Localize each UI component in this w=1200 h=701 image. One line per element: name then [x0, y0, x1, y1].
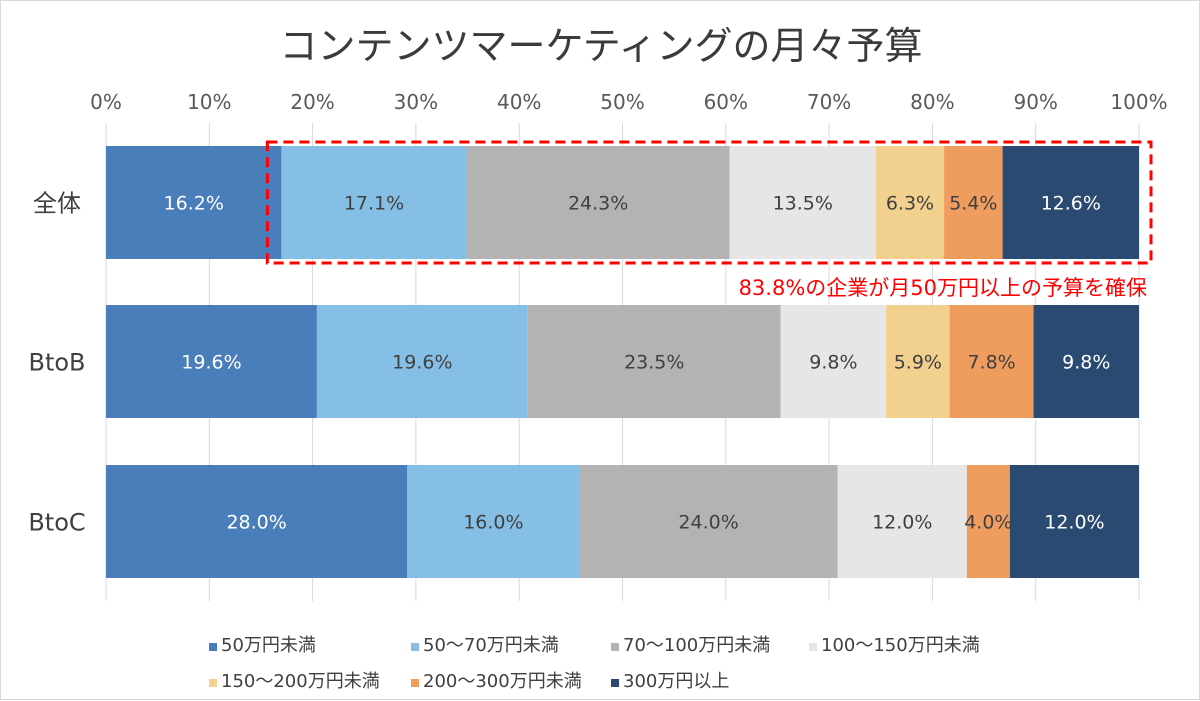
legend-swatch — [209, 679, 217, 687]
legend-label: 100～150万円未満 — [821, 635, 980, 656]
x-tick-label: 90% — [1013, 90, 1057, 114]
x-tick-label: 60% — [704, 90, 748, 114]
legend: 50万円未満 50～70万円未満 70～100万円未満 100～150万円未満 150～… — [209, 635, 980, 692]
bar-segments — [106, 146, 1139, 578]
legend-swatch — [809, 643, 817, 651]
highlight-annotation: 83.8%の企業が月50万円以上の予算を確保 — [265, 140, 1153, 300]
legend-item: 50万円未満 — [209, 635, 316, 656]
bar-data-label: 7.8% — [967, 352, 1015, 374]
bar-data-label: 12.0% — [1044, 512, 1104, 534]
x-tick-label: 0% — [90, 90, 122, 114]
bar-segment — [407, 465, 580, 578]
bar-data-label: 16.2% — [164, 193, 224, 215]
bar-data-label: 17.1% — [344, 193, 404, 215]
legend-swatch — [611, 643, 619, 651]
bar-segment — [281, 146, 467, 259]
data-labels: 16.2% 17.1% 24.3% 13.5% 6.3% 5.4% 12.6% 19.6% 19… — [164, 193, 1111, 534]
bar-segment — [966, 465, 1010, 578]
x-tick-label: 80% — [910, 90, 954, 114]
x-tick-label: 40% — [497, 90, 541, 114]
bar-data-label: 6.3% — [886, 193, 934, 215]
bar-segment — [949, 305, 1034, 418]
bar-data-label: 9.8% — [1062, 352, 1110, 374]
bar-segment — [527, 305, 781, 418]
legend-label: 50万円未満 — [221, 635, 316, 656]
bar-data-label: 12.6% — [1041, 193, 1101, 215]
bar-data-label: 5.4% — [949, 193, 997, 215]
x-tick-label: 10% — [187, 90, 231, 114]
bar-segment — [466, 146, 730, 259]
legend-label: 70～100万円未満 — [623, 635, 770, 656]
bar-data-label: 28.0% — [226, 512, 286, 534]
x-tick-label: 30% — [394, 90, 438, 114]
bar-segment — [1002, 146, 1139, 259]
x-tick-label: 100% — [1110, 90, 1167, 114]
bar-segment — [106, 146, 282, 259]
bar-segment — [837, 465, 967, 578]
legend-label: 150～200万円未満 — [221, 671, 380, 692]
legend-item: 300万円以上 — [611, 671, 729, 692]
x-tick-label: 20% — [290, 90, 334, 114]
bar-segment — [106, 465, 408, 578]
bar-data-label: 19.6% — [181, 352, 241, 374]
x-tick-label: 70% — [807, 90, 851, 114]
bar-data-label: 13.5% — [773, 193, 833, 215]
legend-item: 50～70万円未満 — [411, 635, 559, 656]
bar-segment — [579, 465, 838, 578]
legend-item: 100～150万円未満 — [809, 635, 980, 656]
bar-data-label: 4.0% — [964, 512, 1012, 534]
bar-data-label: 24.0% — [678, 512, 738, 534]
bar-data-label: 19.6% — [392, 352, 452, 374]
bar-data-label: 12.0% — [872, 512, 932, 534]
legend-swatch — [611, 679, 619, 687]
bar-segment — [944, 146, 1003, 259]
legend-item: 200～300万円未満 — [411, 671, 582, 692]
bar-data-label: 23.5% — [624, 352, 684, 374]
highlight-dashed-box — [265, 140, 1153, 265]
bar-segment — [886, 305, 950, 418]
legend-item: 70～100万円未満 — [611, 635, 770, 656]
category-label: BtoC — [28, 509, 85, 537]
chart-title: コンテンツマーケティングの月々予算 — [280, 24, 923, 68]
legend-label: 50～70万円未満 — [423, 635, 559, 656]
bar-segment — [1009, 465, 1139, 578]
y-axis-category-labels: 全体 BtoB BtoC — [28, 190, 85, 537]
bar-data-label: 24.3% — [568, 193, 628, 215]
legend-label: 200～300万円未満 — [423, 671, 582, 692]
bar-segment — [316, 305, 528, 418]
bar-segment — [106, 305, 317, 418]
bar-data-label: 9.8% — [809, 352, 857, 374]
legend-label: 300万円以上 — [623, 671, 729, 692]
bar-segment — [875, 146, 945, 259]
bar-data-label: 5.9% — [894, 352, 942, 374]
legend-swatch — [411, 679, 419, 687]
bar-segment — [780, 305, 887, 418]
legend-item: 150～200万円未満 — [209, 671, 380, 692]
legend-swatch — [411, 643, 419, 651]
bar-segment — [729, 146, 876, 259]
annotation-text: 83.8%の企業が月50万円以上の予算を確保 — [739, 276, 1147, 300]
legend-swatch — [209, 643, 217, 651]
bar-segment — [1033, 305, 1139, 418]
category-label: 全体 — [33, 190, 81, 218]
bar-data-label: 16.0% — [463, 512, 523, 534]
x-tick-label: 50% — [600, 90, 644, 114]
category-label: BtoB — [28, 349, 85, 377]
x-axis-tick-labels: 0% 10% 20% 30% 40% 50% 60% 70% 80% 90% 100% — [90, 90, 1167, 114]
